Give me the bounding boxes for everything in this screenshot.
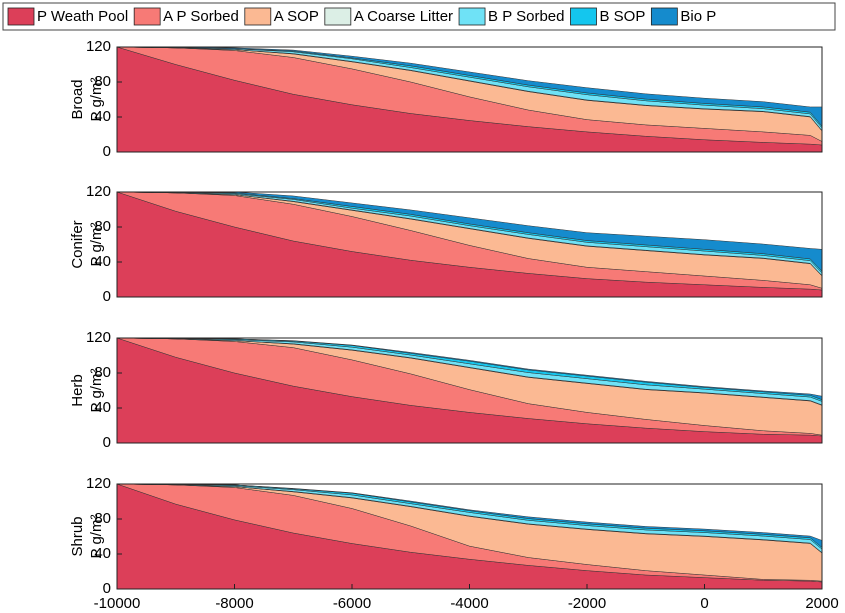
plot-frame — [116, 46, 823, 153]
legend-label: B P Sorbed — [488, 8, 564, 25]
legend-label: A Coarse Litter — [354, 8, 453, 25]
y-tick-label: 40 — [94, 545, 111, 562]
y-tick-label: 40 — [94, 253, 111, 270]
legend-swatch — [244, 7, 272, 26]
y-tick-label: 80 — [94, 364, 111, 381]
legend-swatch — [458, 7, 486, 26]
legend-swatch — [324, 7, 352, 26]
x-tick-label: 0 — [700, 595, 708, 612]
legend-swatch — [7, 7, 35, 26]
legend-swatch — [650, 7, 678, 26]
y-tick-label: 120 — [86, 475, 111, 492]
y-tick-label: 0 — [103, 288, 111, 305]
x-tick-label: -10000 — [94, 595, 141, 612]
y-axis-unit: P g/m² — [88, 78, 105, 122]
y-axis-label: Broad — [69, 79, 86, 119]
y-axis-label: Herb — [69, 374, 86, 407]
y-tick-label: 0 — [103, 434, 111, 451]
y-axis-unit: P g/m² — [88, 369, 105, 413]
x-tick-label: -2000 — [568, 595, 606, 612]
y-axis-label: Conifer — [69, 220, 86, 268]
x-tick-label: -4000 — [450, 595, 488, 612]
y-tick-label: 120 — [86, 183, 111, 200]
legend-label: Bio P — [680, 8, 716, 25]
legend-label: P Weath Pool — [37, 8, 128, 25]
y-tick-label: 0 — [103, 143, 111, 160]
y-tick-label: 80 — [94, 73, 111, 90]
y-tick-label: 120 — [86, 38, 111, 55]
legend-label: B SOP — [600, 8, 646, 25]
y-tick-label: 0 — [103, 580, 111, 597]
legend-swatch — [570, 7, 597, 26]
x-tick-label: -6000 — [333, 595, 371, 612]
x-tick-label: -8000 — [215, 595, 253, 612]
y-axis-unit: P g/m² — [88, 515, 105, 559]
y-tick-label: 80 — [94, 218, 111, 235]
legend-label: A P Sorbed — [163, 8, 239, 25]
legend-swatch — [133, 7, 161, 26]
y-tick-label: 120 — [86, 329, 111, 346]
y-tick-label: 80 — [94, 510, 111, 527]
x-tick-label: 2000 — [805, 595, 838, 612]
plot-frame — [116, 191, 823, 298]
y-axis-unit: P g/m² — [88, 223, 105, 267]
y-axis-label: Shrub — [69, 516, 86, 556]
y-tick-label: 40 — [94, 399, 111, 416]
y-tick-label: 40 — [94, 108, 111, 125]
plot-frame — [116, 337, 823, 444]
legend-label: A SOP — [274, 8, 319, 25]
